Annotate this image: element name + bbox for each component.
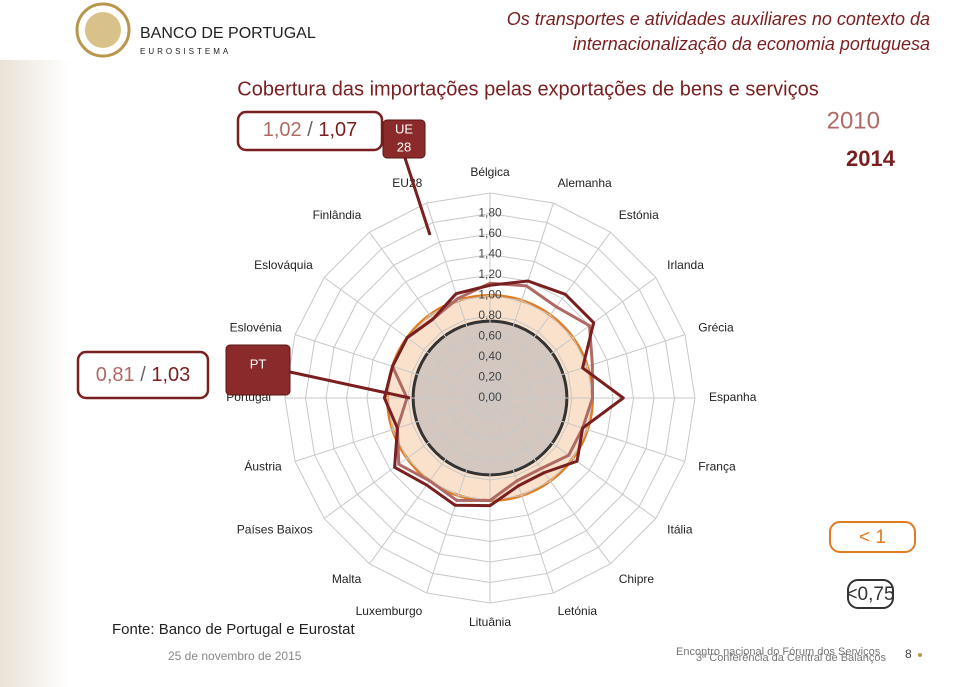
callout-box: [236, 110, 384, 152]
callout-tag: [382, 119, 426, 159]
spoke: [369, 231, 491, 399]
category-label: Espanha: [709, 390, 757, 404]
r-tick-label: 1,60: [478, 226, 502, 240]
spoke: [323, 397, 491, 519]
logo-inner: [85, 12, 121, 48]
bank-name: BANCO DE PORTUGAL: [140, 25, 316, 42]
callout-value: 1,07: [318, 119, 357, 141]
category-label: Eslovénia: [230, 321, 282, 335]
category-label: Lituânia: [469, 615, 511, 629]
spoke: [489, 334, 686, 399]
callout-tag: [225, 344, 291, 396]
header-title: Os transportes e atividades auxiliares n…: [507, 9, 930, 29]
spoke: [489, 397, 686, 462]
bank-sub: EUROSISTEMA: [140, 47, 231, 56]
spoke: [426, 397, 491, 594]
category-label: Irlanda: [667, 258, 704, 272]
callout-box: [76, 350, 210, 400]
callout-value: /: [307, 119, 313, 141]
spoke: [489, 397, 657, 519]
reference-label: < 1: [859, 527, 886, 548]
category-label: Eslováquia: [254, 258, 313, 272]
callout-pointer: [289, 370, 411, 400]
category-label: Grécia: [698, 321, 734, 335]
category-label: Chipre: [619, 572, 655, 586]
spoke: [294, 397, 491, 462]
reference-box: [829, 521, 916, 553]
callout-text: 1,02 / 1,07: [263, 119, 358, 141]
category-label: Bélgica: [470, 165, 510, 179]
reference-box: [847, 579, 894, 609]
callout-tag-text: 28: [397, 139, 411, 154]
spoke: [489, 231, 611, 399]
r-tick-label: 0,40: [478, 349, 502, 363]
callout-value: /: [140, 364, 146, 386]
footer-event: 3ª Conferência da Central de Balanços: [696, 652, 886, 664]
callout-value: 1,03: [151, 364, 190, 386]
r-tick-label: 1,80: [478, 206, 502, 220]
callout-value: 1,02: [263, 119, 302, 141]
reference-label: <0,75: [846, 584, 894, 605]
spoke: [489, 397, 554, 594]
category-label: França: [698, 460, 736, 474]
logo: [75, 2, 131, 58]
r-tick-label: 1,40: [478, 247, 502, 261]
footer-event: Encontro nacional do Fórum dos Serviços: [676, 646, 881, 658]
r-tick-label: 1,20: [478, 267, 502, 281]
header-title: internacionalização da economia portugue…: [573, 34, 930, 54]
category-label: Itália: [667, 522, 693, 536]
source: Fonte: Banco de Portugal e Eurostat: [112, 621, 355, 638]
chart-title: Cobertura das importações pelas exportaç…: [237, 78, 818, 100]
decor: [918, 653, 922, 657]
page-number: 8: [905, 647, 912, 661]
callout-tag-text: UE: [395, 121, 413, 136]
radar-plot: 0,00 0,20 0,40 0,60 0,80 1,00 1,20 1,40 1,60 1,80…: [226, 165, 756, 629]
r-tick-label: 0,60: [478, 329, 502, 343]
callout-text: 0,81 / 1,03: [96, 364, 191, 386]
callout-tag-text: PT: [250, 356, 267, 371]
r-tick-label: 0,20: [478, 370, 502, 384]
spoke: [489, 277, 657, 399]
callout-pointer: [403, 157, 432, 236]
r-tick-label: 0,00: [478, 390, 502, 404]
category-label: Finlândia: [313, 208, 362, 222]
decor: [0, 60, 70, 687]
series-line: [382, 279, 625, 508]
footer-date: 25 de novembro de 2015: [168, 649, 302, 663]
category-label: Alemanha: [558, 176, 612, 190]
spoke: [426, 202, 491, 399]
callout-value: 0,81: [96, 364, 135, 386]
r-tick-label: 1,00: [478, 288, 502, 302]
category-label: Luxemburgo: [356, 604, 423, 618]
r-tick-label: 0,80: [478, 308, 502, 322]
category-label: Países Baixos: [237, 522, 313, 536]
legend-label: 2010: [827, 107, 880, 134]
category-label: Malta: [332, 572, 362, 586]
category-label: Áustria: [244, 459, 282, 474]
category-label: Estónia: [619, 208, 659, 222]
legend-label: 2014: [846, 146, 896, 171]
category-label: EU28: [392, 176, 422, 190]
category-label: Letónia: [558, 604, 598, 618]
spoke: [489, 202, 554, 399]
spoke: [489, 397, 611, 565]
